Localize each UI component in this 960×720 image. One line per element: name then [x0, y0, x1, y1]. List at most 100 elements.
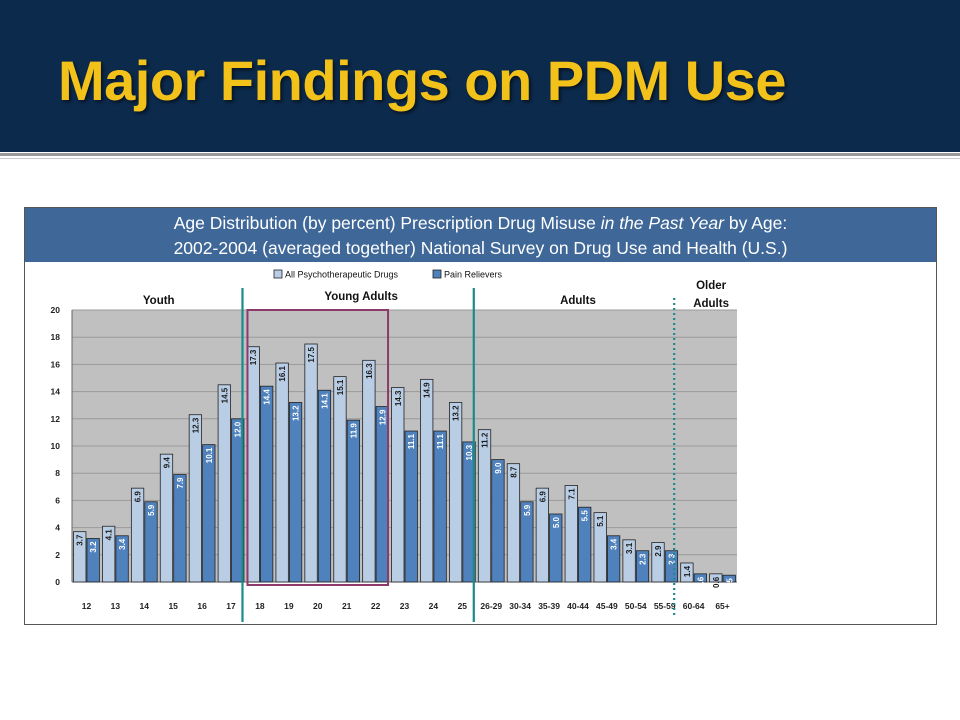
x-tick-label: 24 — [429, 601, 439, 611]
data-label-all: 4.1 — [105, 529, 114, 541]
group-label: Adults — [693, 298, 729, 310]
bar-pain-relievers — [231, 418, 245, 583]
x-tick-label: 26-29 — [480, 601, 502, 611]
data-label-all: 5.1 — [596, 515, 605, 527]
data-label-pain: 3.2 — [89, 541, 98, 553]
data-label-all: 1.4 — [683, 565, 692, 577]
y-tick-label: 20 — [51, 305, 61, 315]
highlight-box — [246, 309, 390, 586]
bar-all-psychotherapeutic — [188, 414, 203, 583]
bar-all-psychotherapeutic — [130, 487, 145, 583]
chart-title-text-b: by Age: — [723, 213, 788, 233]
bar-pain-relievers — [404, 430, 418, 583]
data-label-pain: 0.6 — [696, 576, 705, 588]
bar-all-psychotherapeutic — [448, 402, 463, 583]
group-label: Adults — [560, 295, 596, 307]
y-tick-label: 14 — [51, 387, 61, 397]
chart-title-text-a: Age Distribution (by percent) Prescripti… — [173, 213, 601, 233]
data-label-pain: 12.0 — [234, 421, 243, 437]
chart-title-line2: 2002-2004 (averaged together) National S… — [173, 238, 788, 258]
x-tick-label: 18 — [255, 601, 265, 611]
chart-title-line1: Age Distribution (by percent) Prescripti… — [25, 211, 936, 236]
data-label-pain: 14.1 — [320, 393, 329, 409]
legend-label-all: All Psychotherapeutic Drugs — [285, 270, 399, 280]
data-label-all: 15.1 — [336, 379, 345, 395]
chart-title: Age Distribution (by percent) Prescripti… — [25, 208, 936, 262]
bar-all-psychotherapeutic — [333, 376, 347, 583]
slide-header: Major Findings on PDM Use — [0, 0, 960, 152]
bar-pain-relievers — [288, 402, 303, 583]
x-tick-label: 22 — [371, 601, 381, 611]
data-label-all: 11.2 — [481, 432, 490, 448]
x-tick-label: 21 — [342, 601, 352, 611]
y-tick-label: 4 — [55, 523, 60, 533]
data-label-all: 14.5 — [220, 387, 229, 403]
bar-pain-relievers — [693, 573, 707, 583]
data-label-pain: 11.1 — [436, 434, 445, 450]
data-label-pain: 5.0 — [552, 516, 561, 528]
legend-swatch-pain — [432, 269, 442, 279]
data-label-pain: 9.0 — [494, 462, 503, 474]
chart-frame: Age Distribution (by percent) Prescripti… — [24, 207, 937, 625]
data-label-all: 16.1 — [278, 365, 287, 381]
data-label-all: 3.7 — [76, 534, 85, 546]
data-label-pain: 0.5 — [725, 578, 734, 590]
bar-all-psychotherapeutic — [217, 384, 231, 583]
bar-pain-relievers — [491, 459, 505, 583]
x-tick-label: 55-59 — [654, 601, 676, 611]
bar-all-psychotherapeutic — [159, 453, 174, 583]
data-label-pain: 3.4 — [118, 538, 127, 550]
y-tick-label: 16 — [51, 359, 61, 369]
bar-all-psychotherapeutic — [477, 429, 492, 583]
header-divider-thin — [0, 158, 960, 159]
bar-pain-relievers — [635, 550, 650, 583]
data-label-pain: 5.9 — [147, 504, 156, 516]
bar-all-psychotherapeutic — [622, 539, 636, 583]
data-label-all: 13.2 — [452, 405, 461, 421]
data-label-all: 17.5 — [307, 346, 316, 362]
x-tick-label: 40-44 — [567, 601, 589, 611]
bar-pain-relievers — [375, 406, 389, 583]
y-tick-label: 8 — [55, 468, 60, 478]
bar-pain-relievers — [317, 389, 332, 583]
group-label: Older — [696, 280, 727, 292]
x-tick-label: 25 — [458, 601, 468, 611]
group-label: Young Adults — [324, 291, 397, 303]
x-tick-label: 45-49 — [596, 601, 618, 611]
data-label-all: 3.1 — [625, 542, 634, 554]
x-tick-label: 17 — [226, 601, 236, 611]
data-label-pain: 3.4 — [610, 538, 619, 550]
bar-pain-relievers — [202, 444, 216, 583]
bar-pain-relievers — [722, 574, 736, 583]
bar-all-psychotherapeutic — [709, 573, 723, 583]
data-label-pain: 2.3 — [667, 553, 676, 565]
data-label-pain: 10.3 — [465, 444, 474, 460]
data-label-pain: 12.9 — [378, 409, 387, 425]
slide-title: Major Findings on PDM Use — [58, 49, 786, 112]
x-tick-label: 65+ — [715, 601, 729, 611]
bar-pain-relievers — [578, 506, 592, 583]
bar-all-psychotherapeutic — [564, 485, 578, 583]
x-tick-label: 50-54 — [625, 601, 647, 611]
bar-pain-relievers — [144, 501, 158, 583]
bar-pain-relievers — [173, 474, 187, 583]
data-label-all: 6.9 — [134, 491, 143, 503]
bar-pain-relievers — [606, 535, 621, 583]
data-label-all: 9.4 — [162, 457, 171, 469]
bar-all-psychotherapeutic — [391, 387, 405, 583]
x-tick-label: 19 — [284, 601, 294, 611]
bar-pain-relievers — [260, 385, 274, 583]
bar-pain-relievers — [549, 513, 563, 583]
bar-all-psychotherapeutic — [535, 487, 549, 583]
data-label-pain: 10.1 — [205, 447, 214, 463]
bar-all-psychotherapeutic — [651, 542, 665, 583]
legend-swatch-all — [273, 269, 283, 279]
x-tick-label: 20 — [313, 601, 323, 611]
data-label-all: 6.9 — [538, 491, 547, 503]
bar-all-psychotherapeutic — [593, 512, 607, 583]
bar-all-psychotherapeutic — [275, 362, 289, 583]
legend-label-pain: Pain Relievers — [444, 270, 503, 280]
data-label-all: 2.9 — [654, 545, 663, 557]
bar-pain-relievers — [433, 430, 447, 583]
data-label-pain: 5.5 — [581, 510, 590, 522]
